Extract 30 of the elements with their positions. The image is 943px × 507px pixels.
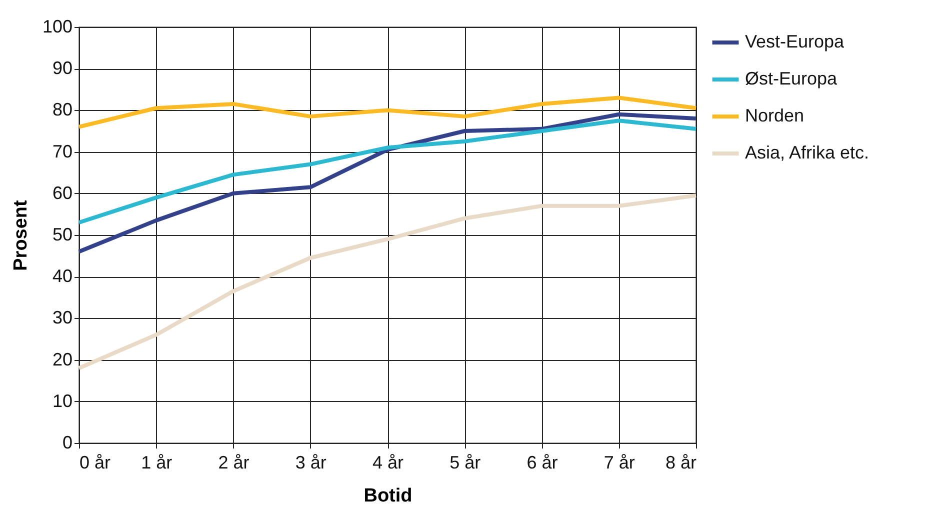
y-tick-label: 20 xyxy=(52,349,72,370)
line-series xyxy=(77,193,698,370)
y-tick-label: 100 xyxy=(42,16,72,36)
y-tick-label: 90 xyxy=(52,58,72,78)
x-axis-title: Botid xyxy=(364,486,412,506)
y-tick-label: 10 xyxy=(52,390,72,411)
y-axis-title: Prosent xyxy=(10,199,32,271)
legend-label: Asia, Afrika etc. xyxy=(745,142,870,162)
line-series xyxy=(77,112,698,254)
y-tick-label: 60 xyxy=(52,182,72,203)
y-tick-label: 70 xyxy=(52,141,72,162)
legend-label: Vest-Europa xyxy=(745,32,846,52)
y-tick-label: 40 xyxy=(52,266,72,286)
x-tick-label: 8 år xyxy=(665,452,696,472)
x-tick-label: 2 år xyxy=(218,452,250,472)
x-tick-label: 1 år xyxy=(141,452,172,472)
x-tick-label: 6 år xyxy=(526,452,558,472)
x-tick-label: 5 år xyxy=(450,452,481,472)
x-tick-label: 4 år xyxy=(372,452,404,472)
x-tick-label: 7 år xyxy=(604,452,635,472)
x-tick-label: 3 år xyxy=(295,452,326,472)
y-tick-label: 50 xyxy=(52,224,72,244)
line-series xyxy=(77,96,698,129)
y-tick-label: 0 xyxy=(62,432,72,452)
legend-label: Øst-Europa xyxy=(745,68,838,88)
x-tick-label: 0 år xyxy=(80,452,111,472)
line-series xyxy=(77,118,698,225)
legend-label: Norden xyxy=(745,106,804,126)
y-tick-label: 30 xyxy=(52,308,72,328)
y-tick-label: 80 xyxy=(52,100,72,120)
